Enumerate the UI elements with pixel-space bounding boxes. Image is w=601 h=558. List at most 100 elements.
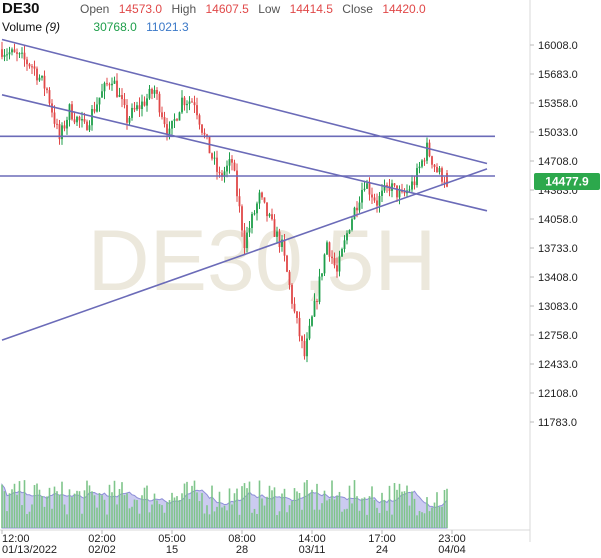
candle-body	[186, 103, 188, 106]
candle-body	[386, 185, 388, 187]
volume-bar	[293, 488, 296, 528]
candle-body	[1, 49, 3, 57]
volume-bar	[173, 497, 176, 528]
volume-bar	[203, 513, 206, 528]
volume-bar	[381, 492, 383, 528]
volume-bar	[106, 514, 108, 528]
candle-body	[156, 89, 158, 94]
volume-bar	[441, 506, 443, 528]
candle-body	[346, 233, 348, 241]
volume-bar	[78, 491, 81, 528]
volume-bar	[136, 500, 138, 528]
volume-bar	[263, 505, 266, 528]
candle-body	[341, 249, 343, 257]
candle-body	[126, 105, 128, 123]
candle-body	[301, 336, 303, 341]
close-value: 14420.0	[382, 2, 426, 16]
candle-body	[323, 254, 326, 274]
volume-bar	[436, 492, 438, 528]
candle-body	[413, 181, 416, 186]
candle-body	[443, 181, 446, 184]
candle-body	[268, 214, 271, 217]
volume-bar	[191, 485, 193, 528]
volume-bar	[246, 488, 248, 528]
volume-bar	[156, 500, 158, 528]
candle-body	[53, 112, 56, 124]
volume-bar	[358, 510, 361, 528]
candle-body	[303, 340, 306, 357]
candle-body	[326, 242, 328, 255]
candle-body	[108, 84, 111, 86]
candle-body	[226, 165, 228, 172]
volume-period: (9)	[45, 20, 61, 34]
x-tick-date: 28	[236, 544, 248, 556]
volume-bar	[163, 512, 166, 528]
x-tick-time: 14:00	[298, 533, 326, 545]
volume-bar	[446, 488, 448, 528]
candle-body	[138, 105, 141, 109]
volume-bar	[38, 489, 41, 528]
volume-bar	[116, 504, 118, 528]
candle-body	[98, 97, 101, 105]
x-tick-date: 03/11	[299, 544, 326, 556]
y-tick-label: 12758.0	[538, 330, 578, 342]
last-price-badge-box	[534, 173, 600, 191]
volume-bar	[91, 491, 93, 528]
volume-bar	[268, 485, 271, 528]
candle-body	[283, 239, 286, 256]
volume-bar	[301, 509, 303, 528]
volume-bar	[171, 492, 173, 528]
candle-body	[103, 83, 106, 92]
candle-body	[438, 168, 441, 173]
volume-bar	[383, 499, 386, 528]
volume-bar	[201, 493, 203, 528]
volume-bar	[418, 511, 421, 528]
volume-ma-value: 11021.3	[146, 20, 189, 34]
volume-bar	[133, 499, 136, 528]
volume-bar	[143, 487, 146, 528]
y-tick-label: 13408.0	[538, 272, 578, 284]
candle-body	[441, 168, 443, 182]
volume-bar	[206, 505, 208, 528]
candle-body	[183, 97, 186, 106]
volume-bar	[176, 496, 178, 528]
chart-watermark: DE30,5H	[88, 213, 437, 309]
volume-bar	[33, 485, 36, 528]
volume-bar	[393, 483, 396, 528]
x-tick-date: 02/02	[88, 544, 116, 556]
candle-body	[281, 239, 283, 247]
volume-bar	[256, 513, 258, 528]
candle-body	[436, 166, 438, 173]
candle-body	[178, 112, 181, 121]
x-tick-time: 12:00	[2, 533, 30, 545]
volume-bar	[368, 496, 371, 528]
volume-bar	[138, 513, 141, 528]
candle-body	[51, 103, 53, 113]
volume-bar	[58, 494, 61, 528]
candle-body	[361, 189, 363, 203]
volume-bar	[376, 507, 378, 528]
candle-body	[93, 108, 96, 112]
trendline	[1, 168, 488, 341]
candle-body	[101, 91, 103, 98]
volume-value: 30768.0	[93, 20, 137, 34]
volume-bar	[118, 488, 121, 528]
volume-bar	[443, 489, 446, 528]
volume-bar	[213, 511, 216, 528]
candle-body	[146, 98, 148, 106]
candle-body	[263, 197, 266, 203]
candle-body	[366, 183, 368, 189]
volume-bar	[56, 491, 58, 528]
volume-bar	[13, 483, 16, 528]
candle-body	[63, 125, 66, 129]
volume-bar	[426, 497, 428, 528]
volume-bar	[51, 508, 53, 528]
last-price-badge: 14477.9	[534, 173, 600, 191]
volume-bar	[48, 487, 51, 528]
volume-bar	[288, 505, 291, 528]
volume-bar	[68, 489, 71, 528]
y-tick-label: 13733.0	[538, 243, 578, 255]
x-tick-date: 24	[376, 544, 388, 556]
volume-bar	[346, 508, 348, 528]
